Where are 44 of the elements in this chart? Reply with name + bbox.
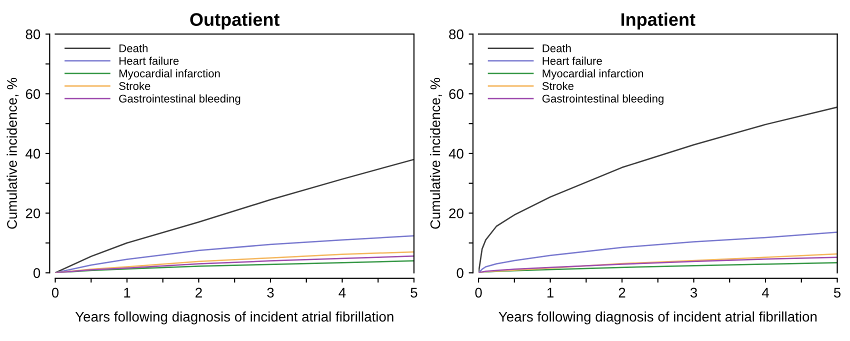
line-series [55,255,414,273]
chart-title: Outpatient [190,12,280,30]
x-tick-label: 2 [196,288,202,298]
y-tick-label: 20 [26,208,40,218]
y-tick-label: 40 [26,148,40,159]
line-series [55,235,414,273]
x-tick-label: 3 [267,288,274,298]
y-axis-title: Cumulative incidence, % [6,78,19,229]
legend-label: Gastrointestinal bleeding [119,94,240,105]
y-tick-label: 0 [33,268,40,278]
x-tick-label: 1 [124,288,130,298]
line-series [478,232,838,273]
y-tick-label: 40 [448,148,464,159]
x-tick-label: 1 [547,288,554,298]
x-tick-label: 3 [690,288,698,298]
x-tick-label: 0 [52,288,59,298]
y-tick-label: 60 [26,89,40,99]
line-series [478,106,838,273]
legend-label: Heart failure [542,56,602,65]
legend-label: Gastrointestinal bleeding [542,94,664,105]
x-tick-label: 0 [475,288,482,298]
legend-label: Death [542,44,571,52]
x-tick-label: 5 [410,288,418,298]
x-tick-label: 2 [618,288,626,298]
legend-label: Myocardial infarction [119,69,220,80]
legend-label: Myocardial infarction [542,69,644,80]
chart-title: Inpatient [621,12,696,30]
legend-label: Heart failure [119,56,179,65]
legend-label: Death [119,44,148,52]
y-axis-title: Cumulative incidence, % [430,78,442,229]
line-series [478,256,838,273]
y-tick-label: 80 [449,29,464,40]
legend-label: Stroke [542,82,574,90]
x-tick-label: 5 [834,288,841,298]
y-tick-label: 80 [26,29,40,40]
y-tick-label: 20 [449,208,464,218]
x-axis-title: Years following diagnosis of incident atrial fibrillation [75,311,394,324]
x-axis-title: Years following diagnosis of incident atrial fibrillation [498,311,817,324]
line-series [55,158,414,273]
y-tick-label: 60 [449,89,464,99]
x-tick-label: 4 [762,288,769,298]
y-tick-label: 0 [456,268,464,278]
legend-label: Stroke [119,82,150,90]
x-tick-label: 4 [338,288,346,298]
